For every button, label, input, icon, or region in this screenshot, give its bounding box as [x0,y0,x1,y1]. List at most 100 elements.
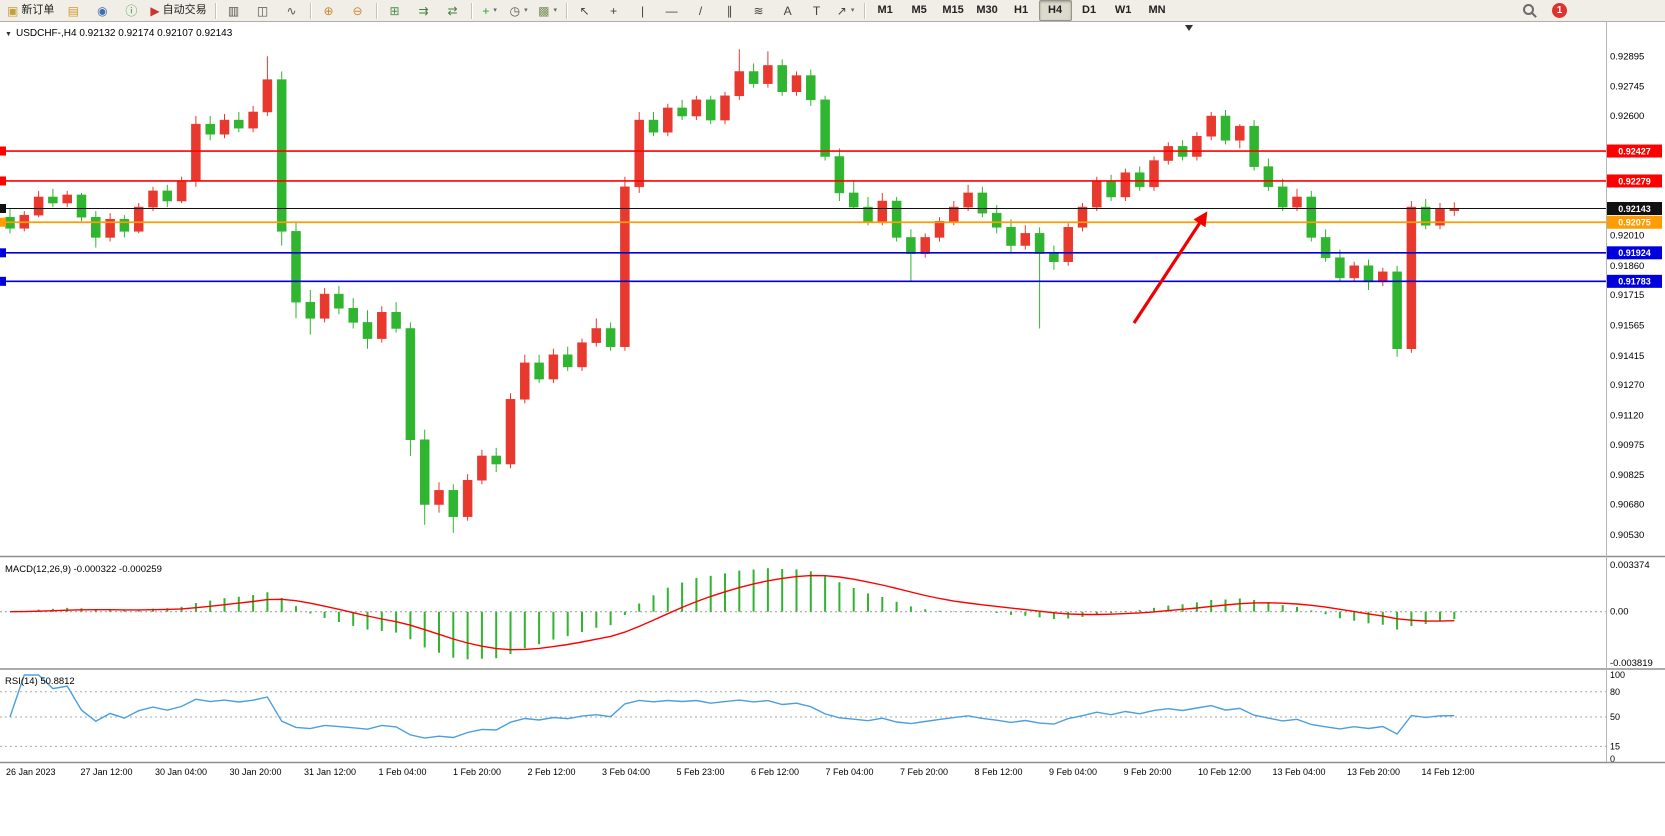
zoom-in-button[interactable]: ⊕ [315,0,343,21]
chart-plot-area[interactable] [0,22,1606,556]
candle-body [1006,227,1016,246]
candle-body [319,293,330,319]
candle-body [462,479,473,517]
new-order-button[interactable]: ▣ 新订单 [3,0,58,21]
text-button[interactable]: A [774,0,802,21]
time-axis-label: 2 Feb 12:00 [528,767,576,777]
candle-body [1077,206,1088,228]
candle-body [820,99,830,157]
support-line-2-price-tag[interactable] [1607,274,1662,288]
timeframe-m15-button[interactable]: M15 [937,0,970,21]
channel-icon: ∥ [726,3,733,18]
candle-body [1392,271,1402,349]
timeframe-h1-button[interactable]: H1 [1005,0,1038,21]
candle-body [720,95,730,121]
label-icon: T [812,3,821,18]
timeframe-m5-button[interactable]: M5 [903,0,936,21]
price-axis[interactable] [1606,22,1665,763]
candle-body [1206,115,1216,137]
trend-arrow-annotation[interactable] [1132,211,1208,324]
chevron-down-icon: ▾ [850,7,855,14]
new-chart-button[interactable]: ▤ [59,0,87,21]
chart-shift-button[interactable]: ⇄ [439,0,467,21]
time-axis-label: 7 Feb 04:00 [826,767,874,777]
horizontal-line-button[interactable]: — [658,0,686,21]
periods-button[interactable]: ◷ ▾ [505,0,533,21]
autotrading-button[interactable]: ▶ 自动交易 [146,0,210,21]
auto-scroll-button[interactable]: ⇉ [410,0,438,21]
candle-body [162,190,173,202]
timeframe-w1-button[interactable]: W1 [1107,0,1140,21]
timeframe-m1-button-label: M1 [877,4,893,16]
time-axis-label: 30 Jan 04:00 [155,767,207,777]
vertical-line-button[interactable]: | [629,0,657,21]
notification-badge[interactable]: 1 [1552,3,1567,18]
candle-body [205,123,215,135]
support-line-1-price-tag[interactable] [1607,246,1662,260]
zoom-out-button[interactable]: ⊖ [344,0,372,21]
chart-window: 0.92427 0.92279 0.92143 0.92075 0.91924 0.917… [0,22,1665,836]
timeframe-m30-button-label: M30 [976,4,998,16]
candle-body [848,192,859,208]
chart-shift-marker[interactable] [1185,25,1193,31]
resistance-line-1-price-tag[interactable] [1607,144,1662,158]
profiles-button[interactable]: ◉ [88,0,116,21]
line-chart-button[interactable]: ∿ [278,0,306,21]
candle-body [62,194,72,204]
indicators-button[interactable]: + ▾ [476,0,504,21]
pivot-line-price-tag[interactable] [1607,215,1662,229]
support-line-1-price-tag-label: 0.91924 [1618,248,1651,258]
macd-panel[interactable] [0,558,1606,667]
templates-button[interactable]: ▩ ▾ [534,0,562,21]
candle-body [76,194,87,218]
tile-windows-button[interactable]: ⊞ [381,0,409,21]
time-axis-label: 9 Feb 20:00 [1124,767,1172,777]
candle-body [834,156,845,194]
collapse-icon[interactable]: ▼ [5,31,12,38]
candlestick-button[interactable]: ◫ [249,0,277,21]
candle-body [1435,208,1445,226]
resistance-line-2-price-tag[interactable] [1607,174,1662,188]
price-tick-label: 0.91565 [1610,320,1644,331]
channel-button[interactable]: ∥ [716,0,744,21]
new-chart-icon: ▤ [67,3,80,18]
timeframe-m1-button[interactable]: M1 [869,0,902,21]
candle-body [863,206,873,222]
new-order-button-label: 新订单 [21,4,55,16]
candle-body [691,99,702,117]
arrows-button[interactable]: ↗ ▾ [832,0,860,21]
candle-body [605,328,616,347]
cursor-button[interactable]: ↖ [571,0,599,21]
bar-chart-icon: ▥ [227,3,240,18]
candle-body [448,490,459,517]
line-chart-icon: ∿ [286,3,297,18]
time-axis[interactable] [0,764,1606,784]
timeframe-m30-button[interactable]: M30 [971,0,1004,21]
candle-body [405,328,416,441]
indicators-plus-icon: + [482,3,490,18]
trendline-button[interactable]: / [687,0,715,21]
toolbar-separator [470,2,472,19]
rsi-axis-label: 50 [1610,712,1620,722]
bar-chart-button[interactable]: ▥ [220,0,248,21]
timeframe-h4-button[interactable]: H4 [1038,0,1072,21]
bid-price-line-price-tag[interactable] [1607,201,1662,215]
candle-body [1134,172,1145,188]
candle-body [262,79,273,113]
candle-body [1149,160,1159,188]
community-button[interactable]: ⓘ [117,0,145,21]
crosshair-button[interactable]: + [600,0,628,21]
search-icon[interactable] [1523,4,1536,17]
fibonacci-button[interactable]: ≋ [745,0,773,21]
timeframe-d1-button[interactable]: D1 [1073,0,1106,21]
resistance-line-1-left-marker [0,146,6,156]
resistance-line-2-left-marker [0,176,6,186]
price-tick-label: 0.92745 [1610,82,1644,93]
rsi-panel[interactable] [0,671,1606,761]
candle-body [977,192,988,214]
time-axis-label: 1 Feb 20:00 [453,767,501,777]
label-button[interactable]: T [803,0,831,21]
timeframe-mn-button[interactable]: MN [1141,0,1174,21]
chart-shift-icon: ⇄ [447,3,458,18]
autotrading-button-label: 自动交易 [162,4,207,16]
